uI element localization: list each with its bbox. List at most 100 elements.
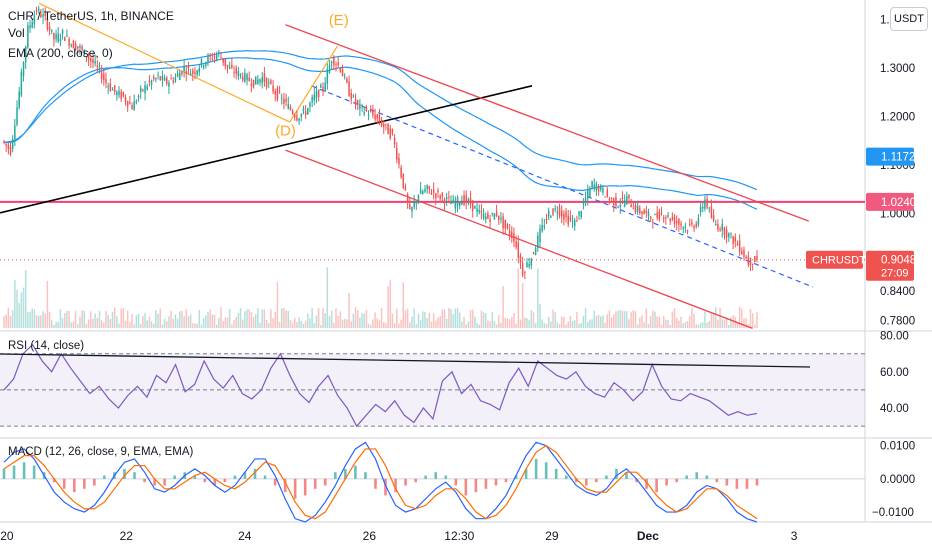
macd-histogram-bar (323, 478, 327, 486)
volume-bar (435, 320, 437, 328)
volume-bar (699, 322, 702, 328)
candle-body (196, 70, 198, 76)
volume-bar (179, 311, 181, 328)
candle-body (641, 211, 643, 215)
volume-bar (200, 324, 203, 328)
candle-body (728, 233, 730, 238)
candle-body (387, 123, 389, 135)
candle-body (226, 64, 229, 68)
candle-body (493, 213, 496, 220)
candle-body (3, 140, 5, 143)
volume-bar (313, 323, 316, 328)
volume-bar (756, 312, 758, 328)
candle-body (673, 216, 676, 225)
candle-body (406, 194, 409, 202)
volume-bar (604, 322, 606, 328)
candle-body (335, 64, 337, 66)
candle-body (194, 71, 196, 74)
volume-bar (202, 318, 205, 328)
volume-bar (706, 322, 708, 328)
candle-body (92, 59, 94, 64)
volume-bar (50, 320, 53, 328)
macd-histogram-bar (454, 478, 458, 486)
macd-histogram-bar (524, 468, 528, 479)
volume-bar (144, 312, 146, 328)
volume-bar (96, 317, 99, 328)
candle-body (621, 197, 624, 200)
volume-bar (276, 282, 279, 328)
candle-body (554, 208, 556, 210)
volume-bar (606, 314, 609, 328)
volume-bar (81, 310, 83, 328)
candle-body (619, 204, 622, 207)
candle-body (200, 58, 203, 66)
volume-bar (142, 316, 144, 328)
candle-body (376, 114, 378, 119)
candle-body (500, 217, 502, 220)
volume-bar (294, 317, 296, 328)
volume-bar (411, 316, 413, 328)
candle-body (626, 196, 628, 205)
candle-body (365, 106, 368, 111)
macd-histogram-bar (233, 475, 237, 479)
candle-body (528, 263, 530, 267)
volume-bar (573, 320, 576, 328)
volume-indicator-label[interactable]: Vol (8, 26, 25, 40)
candle-body (732, 236, 734, 245)
volume-bar (396, 308, 398, 328)
wave-label-d: (D) (275, 122, 296, 139)
symbol-title[interactable]: CHR / TetherUS, 1h, BINANCE (8, 9, 174, 23)
macd-histogram-bar (143, 478, 146, 483)
ema-indicator-label[interactable]: EMA (200, close, 0) (8, 46, 113, 60)
currency-selector[interactable]: USDT (890, 7, 928, 31)
volume-bar (252, 316, 255, 328)
volume-bar (422, 311, 424, 328)
candle-body (463, 195, 465, 205)
rsi-indicator-label[interactable]: RSI (14, close) (8, 340, 85, 352)
volume-bar (704, 311, 706, 328)
volume-bar (77, 324, 79, 328)
candle-body (569, 216, 572, 221)
candle-body (359, 103, 361, 109)
volume-bar (120, 308, 122, 328)
volume-bar (721, 319, 724, 328)
volume-bar (220, 307, 222, 328)
candle-body (296, 115, 298, 121)
volume-bar (667, 320, 669, 328)
candle-body (645, 210, 648, 213)
volume-bar (669, 324, 671, 328)
volume-bar (59, 309, 62, 328)
volume-bar (100, 320, 103, 328)
volume-bar (380, 308, 383, 328)
volume-bar (92, 318, 94, 328)
candle-body (441, 192, 444, 197)
candle-body (163, 77, 166, 81)
volume-bar (385, 323, 387, 328)
countdown-text: 27:09 (881, 268, 909, 280)
candle-body (118, 90, 120, 96)
candle-body (265, 78, 268, 88)
candle-body (44, 12, 46, 16)
candle-body (307, 108, 309, 115)
macd-histogram-bar (434, 472, 438, 479)
candle-body (348, 81, 350, 97)
volume-bar (443, 309, 446, 328)
candle-body (751, 263, 754, 265)
macd-indicator-label[interactable]: MACD (12, 26, close, 9, EMA, EMA) (8, 446, 194, 458)
candle-body (263, 73, 266, 82)
candle-body (380, 120, 383, 127)
candle-body (96, 65, 99, 67)
volume-bar (474, 316, 476, 328)
volume-bar (90, 311, 92, 328)
volume-bar (20, 292, 23, 328)
volume-bar (741, 308, 743, 328)
volume-bar (55, 322, 57, 328)
candle-body (326, 69, 329, 84)
candle-body (450, 202, 452, 205)
volume-bar (595, 316, 598, 328)
candle-body (272, 85, 274, 92)
candle-body (259, 79, 261, 83)
volume-bar (402, 282, 405, 328)
volume-bar (569, 316, 572, 328)
